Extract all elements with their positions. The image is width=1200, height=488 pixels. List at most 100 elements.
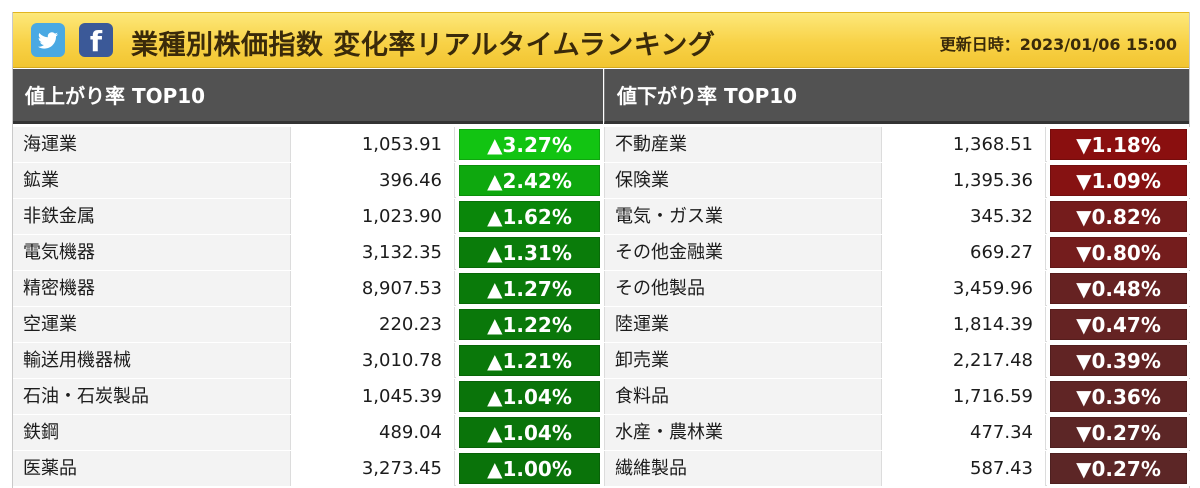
facebook-icon: f: [89, 25, 103, 58]
change-cell: ▼0.36%: [1047, 379, 1190, 414]
sector-name: 電気機器: [13, 235, 291, 270]
change-cell: ▼0.82%: [1047, 199, 1190, 234]
change-cell: ▼0.27%: [1047, 451, 1190, 486]
update-timestamp: 更新日時：2023/01/06 15:00: [939, 35, 1177, 54]
sector-name: 非鉄金属: [13, 199, 291, 234]
sector-name: 食料品: [605, 379, 882, 414]
change-rate-badge: ▼0.47%: [1050, 309, 1187, 340]
change-cell: ▼0.39%: [1047, 343, 1190, 378]
sector-name: 不動産業: [605, 127, 882, 162]
sector-name: 電気・ガス業: [605, 199, 882, 234]
sector-name: 鉄鋼: [13, 415, 291, 450]
change-cell: ▼0.27%: [1047, 415, 1190, 450]
index-value: 1,368.51: [882, 127, 1046, 162]
change-rate-badge: ▲2.42%: [459, 165, 600, 196]
twitter-icon: [38, 32, 58, 49]
change-rate-badge: ▲1.31%: [459, 237, 600, 268]
sector-name: 水産・農林業: [605, 415, 882, 450]
index-value: 1,395.36: [882, 163, 1046, 198]
table-row: 食料品 1,716.59 ▼0.36%: [604, 379, 1190, 414]
change-cell: ▼1.18%: [1047, 127, 1190, 162]
change-cell: ▼1.09%: [1047, 163, 1190, 198]
table-row: その他製品 3,459.96 ▼0.48%: [604, 271, 1190, 306]
change-rate-badge: ▼1.18%: [1050, 129, 1187, 160]
table-row: 水産・農林業 477.34 ▼0.27%: [604, 415, 1190, 450]
table-row: 輸送用機器械 3,010.78 ▲1.21%: [13, 343, 603, 378]
sector-name: 空運業: [13, 307, 291, 342]
table-row: 不動産業 1,368.51 ▼1.18%: [604, 127, 1190, 162]
index-value: 669.27: [882, 235, 1046, 270]
sector-name: 海運業: [13, 127, 291, 162]
losers-heading: 値下がり率 TOP10: [604, 69, 1189, 124]
change-cell: ▲1.04%: [456, 415, 603, 450]
index-value: 3,010.78: [291, 343, 455, 378]
facebook-share-button[interactable]: f: [79, 23, 113, 58]
change-rate-badge: ▲3.27%: [459, 129, 600, 160]
table-row: 海運業 1,053.91 ▲3.27%: [13, 127, 603, 162]
index-value: 587.43: [882, 451, 1046, 486]
change-cell: ▼0.47%: [1047, 307, 1190, 342]
sector-name: 陸運業: [605, 307, 882, 342]
sector-name: 精密機器: [13, 271, 291, 306]
change-rate-badge: ▲1.27%: [459, 273, 600, 304]
change-cell: ▲2.42%: [456, 163, 603, 198]
change-rate-badge: ▲1.04%: [459, 381, 600, 412]
sector-name: 石油・石炭製品: [13, 379, 291, 414]
index-value: 3,273.45: [291, 451, 455, 486]
change-cell: ▲1.21%: [456, 343, 603, 378]
index-value: 8,907.53: [291, 271, 455, 306]
change-rate-badge: ▲1.22%: [459, 309, 600, 340]
page-title: 業種別株価指数 変化率リアルタイムランキング: [131, 30, 716, 61]
table-row: 医薬品 3,273.45 ▲1.00%: [13, 451, 603, 486]
change-cell: ▲1.27%: [456, 271, 603, 306]
change-rate-badge: ▲1.00%: [459, 453, 600, 484]
sector-name: 卸売業: [605, 343, 882, 378]
table-row: その他金融業 669.27 ▼0.80%: [604, 235, 1190, 270]
change-rate-badge: ▲1.62%: [459, 201, 600, 232]
index-value: 345.32: [882, 199, 1046, 234]
change-cell: ▲1.62%: [456, 199, 603, 234]
index-value: 1,045.39: [291, 379, 455, 414]
table-row: 卸売業 2,217.48 ▼0.39%: [604, 343, 1190, 378]
index-value: 396.46: [291, 163, 455, 198]
twitter-share-button[interactable]: [31, 23, 65, 57]
table-row: 空運業 220.23 ▲1.22%: [13, 307, 603, 342]
change-rate-badge: ▼0.27%: [1050, 453, 1187, 484]
index-value: 2,217.48: [882, 343, 1046, 378]
index-value: 3,459.96: [882, 271, 1046, 306]
change-rate-badge: ▼0.82%: [1050, 201, 1187, 232]
change-rate-badge: ▲1.21%: [459, 345, 600, 376]
title-banner: f 業種別株価指数 変化率リアルタイムランキング 更新日時：2023/01/06…: [13, 12, 1189, 68]
sector-name: その他金融業: [605, 235, 882, 270]
table-row: 石油・石炭製品 1,045.39 ▲1.04%: [13, 379, 603, 414]
table-row: 保険業 1,395.36 ▼1.09%: [604, 163, 1190, 198]
index-value: 1,814.39: [882, 307, 1046, 342]
table-row: 電気・ガス業 345.32 ▼0.82%: [604, 199, 1190, 234]
change-cell: ▲1.31%: [456, 235, 603, 270]
table-row: 精密機器 8,907.53 ▲1.27%: [13, 271, 603, 306]
sector-name: その他製品: [605, 271, 882, 306]
ranking-widget: f 業種別株価指数 変化率リアルタイムランキング 更新日時：2023/01/06…: [12, 12, 1190, 488]
index-value: 3,132.35: [291, 235, 455, 270]
change-rate-badge: ▼0.48%: [1050, 273, 1187, 304]
change-cell: ▼0.80%: [1047, 235, 1190, 270]
change-cell: ▼0.48%: [1047, 271, 1190, 306]
sector-name: 保険業: [605, 163, 882, 198]
table-row: 鉱業 396.46 ▲2.42%: [13, 163, 603, 198]
table-row: 繊維製品 587.43 ▼0.27%: [604, 451, 1190, 486]
change-cell: ▲1.04%: [456, 379, 603, 414]
index-value: 220.23: [291, 307, 455, 342]
index-value: 1,053.91: [291, 127, 455, 162]
change-cell: ▲1.00%: [456, 451, 603, 486]
change-rate-badge: ▼0.27%: [1050, 417, 1187, 448]
index-value: 1,716.59: [882, 379, 1046, 414]
change-cell: ▲3.27%: [456, 127, 603, 162]
change-rate-badge: ▼0.36%: [1050, 381, 1187, 412]
table-row: 電気機器 3,132.35 ▲1.31%: [13, 235, 603, 270]
index-value: 477.34: [882, 415, 1046, 450]
sector-name: 輸送用機器械: [13, 343, 291, 378]
sector-name: 繊維製品: [605, 451, 882, 486]
change-rate-badge: ▼1.09%: [1050, 165, 1187, 196]
index-value: 489.04: [291, 415, 455, 450]
change-rate-badge: ▼0.39%: [1050, 345, 1187, 376]
